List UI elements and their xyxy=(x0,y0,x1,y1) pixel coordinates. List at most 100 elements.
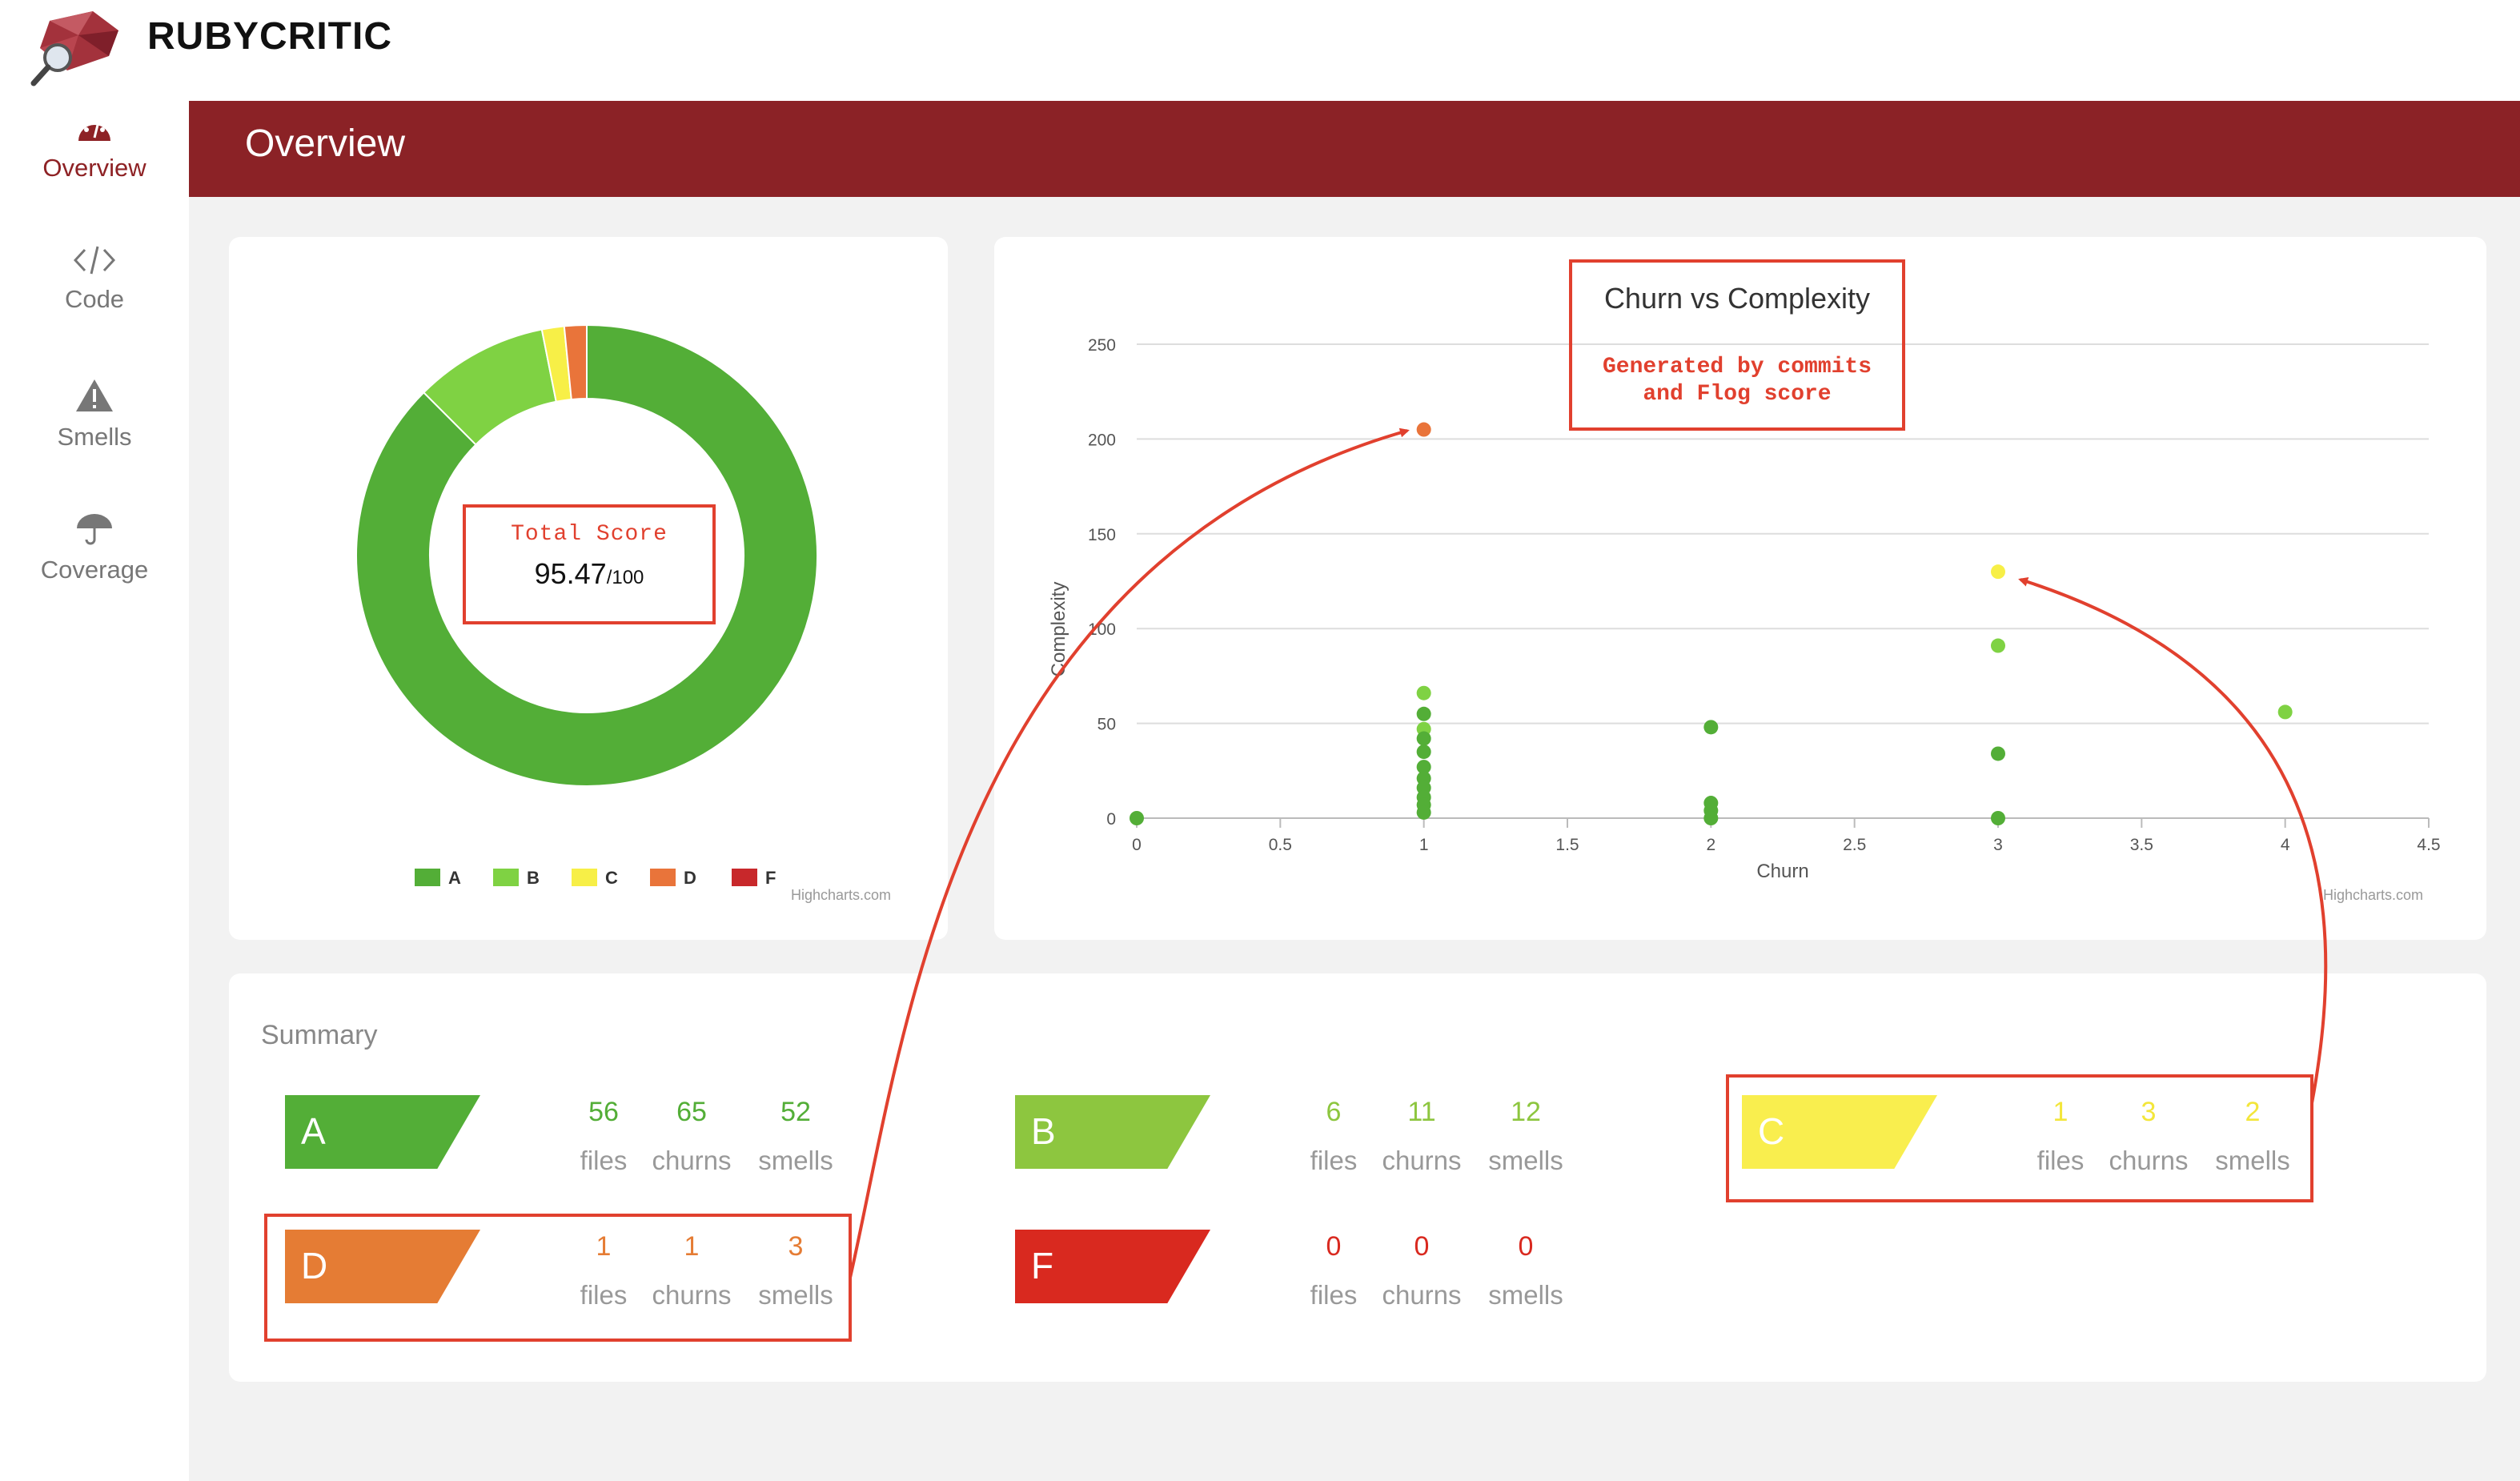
stat-label: files xyxy=(580,1146,628,1175)
grade-stat-smells: 0 smells xyxy=(1486,1231,1566,1310)
highcharts-credit[interactable]: Highcharts.com xyxy=(2323,887,2424,903)
stat-label: files xyxy=(1310,1280,1358,1310)
sidebar-item-label: Coverage xyxy=(40,556,149,584)
stat-label: smells xyxy=(758,1280,833,1310)
grade-letter: D xyxy=(301,1245,328,1286)
rubycritic-logo-icon[interactable] xyxy=(29,11,123,88)
warning-icon xyxy=(76,379,113,411)
stat-label: smells xyxy=(2215,1146,2290,1175)
legend-item-c[interactable]: C xyxy=(572,868,618,889)
chart-title-annotation xyxy=(1569,259,1905,431)
stat-value: 2 xyxy=(2245,1097,2261,1127)
sidebar-item-label: Overview xyxy=(42,154,146,182)
total-score-label: Total Score xyxy=(511,522,668,547)
top-bar: RUBYCRITIC xyxy=(0,0,2520,101)
sidebar-item-label: Smells xyxy=(57,423,132,451)
grade-stat-smells: 52 smells xyxy=(756,1097,836,1176)
legend-label: D xyxy=(684,868,696,888)
page-title: Overview xyxy=(245,122,406,165)
annotation-line: and Flog score xyxy=(1643,382,1832,407)
stat-label: smells xyxy=(758,1146,833,1175)
legend-label: A xyxy=(448,868,461,888)
score-donut-chart xyxy=(355,323,818,787)
stat-label: churns xyxy=(2109,1146,2189,1175)
legend-swatch xyxy=(732,869,757,886)
stat-value: 0 xyxy=(1326,1231,1342,1262)
grade-stat-files: 0 files xyxy=(1294,1231,1374,1310)
stat-label: churns xyxy=(652,1280,732,1310)
highcharts-credit[interactable]: Highcharts.com xyxy=(791,887,892,903)
grade-d-annotation xyxy=(264,1214,852,1342)
annotation-line: Generated by commits xyxy=(1602,355,1872,379)
legend-swatch xyxy=(415,869,440,886)
brand-name: RUBYCRITIC xyxy=(147,15,392,58)
grade-stat-smells: 3 smells xyxy=(756,1231,836,1310)
summary-title: Summary xyxy=(261,1020,378,1050)
grade-stat-smells: 2 smells xyxy=(2213,1097,2293,1176)
dashboard-gauge-icon xyxy=(78,119,110,141)
grade-letter: F xyxy=(1031,1245,1054,1286)
grade-stat-files: 1 files xyxy=(564,1231,644,1310)
chart-title: Churn vs Complexity xyxy=(1603,282,1871,315)
legend-item-b[interactable]: B xyxy=(493,868,540,889)
stat-value: 1 xyxy=(596,1231,612,1262)
legend-item-d[interactable]: D xyxy=(650,868,696,889)
stat-value: 6 xyxy=(1326,1097,1342,1127)
stat-value: 3 xyxy=(788,1231,804,1262)
sidebar-item-smells[interactable]: Smells xyxy=(0,378,189,452)
legend-label: B xyxy=(527,868,540,888)
legend-swatch xyxy=(650,869,676,886)
stat-value: 65 xyxy=(676,1097,707,1127)
grade-stat-churns: 65 churns xyxy=(652,1097,732,1176)
grade-letter: A xyxy=(301,1110,326,1152)
score-card: Total Score 95.47/100 Highcharts.com xyxy=(229,237,948,940)
grade-stat-churns: 11 churns xyxy=(1382,1097,1462,1176)
grade-stat-churns: 1 churns xyxy=(652,1231,732,1310)
legend-label: C xyxy=(605,868,618,888)
score-number: 95.47 xyxy=(534,557,607,590)
umbrella-icon xyxy=(77,514,112,545)
total-score-value: 95.47/100 xyxy=(463,557,716,591)
stat-value: 12 xyxy=(1511,1097,1541,1127)
sidebar-item-overview[interactable]: Overview xyxy=(0,112,189,183)
total-score-annotation xyxy=(463,504,716,624)
stat-value: 3 xyxy=(2141,1097,2157,1127)
sidebar: Overview Code Smells Coverage xyxy=(0,101,189,1481)
stat-value: 52 xyxy=(780,1097,811,1127)
grade-stat-files: 1 files xyxy=(2020,1097,2101,1176)
sidebar-item-code[interactable]: Code xyxy=(0,245,189,314)
legend-item-a[interactable]: A xyxy=(415,868,461,889)
stat-value: 1 xyxy=(684,1231,700,1262)
grade-letter: C xyxy=(1758,1110,1785,1152)
grade-stat-churns: 0 churns xyxy=(1382,1231,1462,1310)
stat-label: files xyxy=(1310,1146,1358,1175)
stat-value: 11 xyxy=(1407,1097,1436,1127)
chart-annotation-text: Generated by commits and Flog score xyxy=(1569,354,1905,408)
stat-label: files xyxy=(2036,1146,2085,1175)
grade-letter: B xyxy=(1031,1110,1056,1152)
stat-label: smells xyxy=(1488,1146,1563,1175)
grade-stat-files: 6 files xyxy=(1294,1097,1374,1176)
stat-label: churns xyxy=(652,1146,732,1175)
legend-label: F xyxy=(765,868,776,888)
stat-label: churns xyxy=(1382,1146,1462,1175)
stat-label: churns xyxy=(1382,1280,1462,1310)
grade-stat-smells: 12 smells xyxy=(1486,1097,1566,1176)
sidebar-item-label: Code xyxy=(64,285,125,313)
stat-label: smells xyxy=(1488,1280,1563,1310)
score-max: /100 xyxy=(606,567,644,588)
legend-item-f[interactable]: F xyxy=(732,868,776,889)
stat-label: files xyxy=(580,1280,628,1310)
donut-slice-d[interactable] xyxy=(563,323,588,401)
stat-value: 1 xyxy=(2053,1097,2069,1127)
stat-value: 0 xyxy=(1414,1231,1430,1262)
page-header: Overview xyxy=(189,101,2520,197)
legend-swatch xyxy=(572,869,597,886)
stat-value: 56 xyxy=(588,1097,619,1127)
code-icon xyxy=(74,246,115,275)
grade-stat-churns: 3 churns xyxy=(2109,1097,2189,1176)
legend-swatch xyxy=(493,869,519,886)
sidebar-item-coverage[interactable]: Coverage xyxy=(0,511,189,584)
grade-c-annotation xyxy=(1726,1074,2313,1202)
stat-value: 0 xyxy=(1518,1231,1534,1262)
